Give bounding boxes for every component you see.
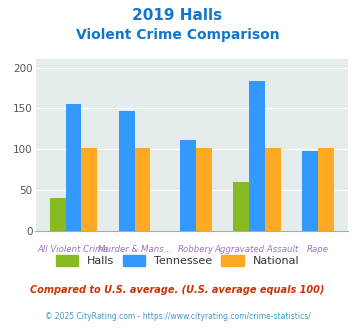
Text: Violent Crime Comparison: Violent Crime Comparison xyxy=(76,28,279,42)
Bar xyxy=(66,104,81,231)
Bar xyxy=(318,148,334,231)
Bar xyxy=(249,82,265,231)
Text: All Violent Crime: All Violent Crime xyxy=(38,245,109,254)
Bar xyxy=(180,140,196,231)
Text: © 2025 CityRating.com - https://www.cityrating.com/crime-statistics/: © 2025 CityRating.com - https://www.city… xyxy=(45,312,310,321)
Bar xyxy=(302,151,318,231)
Text: 2019 Halls: 2019 Halls xyxy=(132,8,223,23)
Bar xyxy=(119,111,135,231)
Bar xyxy=(233,182,249,231)
Bar xyxy=(196,148,212,231)
Bar xyxy=(81,148,97,231)
Bar xyxy=(50,198,66,231)
Bar xyxy=(135,148,151,231)
Text: Aggravated Assault: Aggravated Assault xyxy=(215,245,299,254)
Bar xyxy=(265,148,280,231)
Text: Rape: Rape xyxy=(307,245,329,254)
Text: Compared to U.S. average. (U.S. average equals 100): Compared to U.S. average. (U.S. average … xyxy=(30,285,325,295)
Text: Robbery: Robbery xyxy=(178,245,214,254)
Legend: Halls, Tennessee, National: Halls, Tennessee, National xyxy=(53,251,302,270)
Text: Murder & Mans...: Murder & Mans... xyxy=(98,245,171,254)
